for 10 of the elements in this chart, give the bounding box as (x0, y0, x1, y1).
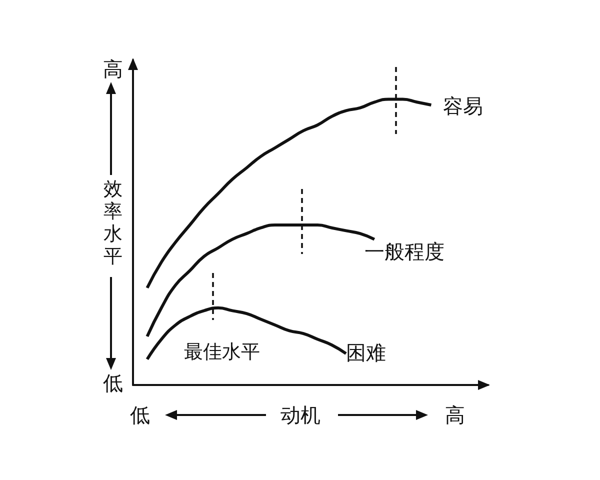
text: 低 (103, 371, 123, 395)
series-label: 困难 (346, 340, 386, 365)
x-axis-title: 动机 (280, 403, 320, 427)
y-axis-title: 效率水平 (104, 178, 122, 268)
text: 高 (103, 57, 123, 81)
series-label: 容易 (443, 94, 484, 118)
annotation: 最佳水平 (184, 341, 260, 363)
text: 高 (445, 403, 465, 427)
series-label: 一般程度 (364, 239, 444, 264)
text: 低 (130, 403, 150, 427)
